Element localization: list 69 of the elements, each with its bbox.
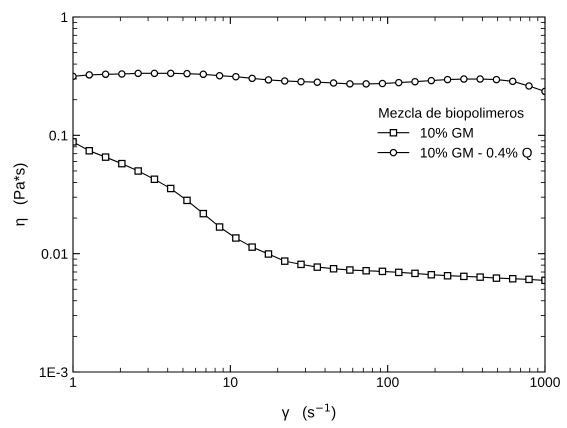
point bbox=[248, 243, 256, 251]
point bbox=[264, 250, 272, 258]
point bbox=[460, 272, 468, 280]
point bbox=[476, 75, 484, 83]
legend-label: 10% GM - 0.4% Q bbox=[420, 148, 532, 160]
point bbox=[102, 70, 110, 78]
point bbox=[444, 76, 452, 84]
point bbox=[150, 176, 158, 184]
x-tick-label: 10 bbox=[224, 377, 238, 388]
point bbox=[216, 72, 224, 80]
point bbox=[476, 273, 484, 281]
point bbox=[183, 70, 191, 78]
point bbox=[460, 75, 468, 83]
x-tick-label: 1 bbox=[70, 377, 76, 387]
point bbox=[362, 266, 370, 274]
point bbox=[394, 78, 402, 86]
point bbox=[314, 78, 322, 86]
point bbox=[346, 80, 354, 88]
point bbox=[118, 160, 126, 168]
point bbox=[86, 71, 94, 79]
point bbox=[297, 260, 305, 268]
point bbox=[297, 78, 305, 86]
point bbox=[166, 184, 174, 192]
point bbox=[362, 80, 370, 88]
point bbox=[134, 70, 142, 78]
y-tick-label: 0.01 bbox=[42, 249, 68, 259]
y-tick-label: 0.1 bbox=[49, 130, 68, 141]
y-tick-label: 1 bbox=[61, 12, 68, 22]
x-tick-label: 1000 bbox=[530, 377, 560, 388]
point bbox=[166, 70, 174, 78]
legend-title: Mezcla de biopolimeros bbox=[379, 108, 524, 121]
point bbox=[86, 147, 94, 155]
point bbox=[280, 77, 288, 85]
point bbox=[411, 78, 419, 86]
point bbox=[330, 79, 338, 87]
point bbox=[492, 274, 500, 282]
point bbox=[508, 78, 516, 86]
point bbox=[118, 70, 126, 78]
point bbox=[394, 268, 402, 276]
point bbox=[525, 276, 533, 284]
point bbox=[248, 74, 256, 82]
point bbox=[232, 234, 240, 242]
point bbox=[346, 266, 354, 274]
point bbox=[492, 76, 500, 84]
point bbox=[378, 268, 386, 276]
point bbox=[200, 70, 208, 78]
point bbox=[411, 270, 419, 278]
point bbox=[428, 270, 436, 278]
point bbox=[444, 272, 452, 280]
point bbox=[508, 274, 516, 282]
x-tick-label: 100 bbox=[377, 377, 399, 388]
y-axis-title: η (Pa*s) bbox=[13, 164, 28, 226]
point bbox=[102, 153, 110, 161]
point bbox=[200, 210, 208, 218]
point bbox=[216, 223, 224, 231]
point bbox=[134, 167, 142, 175]
point bbox=[150, 70, 158, 78]
point bbox=[378, 80, 386, 88]
point bbox=[525, 82, 533, 90]
point bbox=[428, 76, 436, 84]
point bbox=[264, 76, 272, 84]
legend-label: 10% GM bbox=[420, 128, 473, 138]
x-axis-title: γ (s$^{−1}$) bbox=[282, 404, 336, 421]
point bbox=[330, 264, 338, 272]
point bbox=[183, 196, 191, 204]
point bbox=[314, 263, 322, 271]
point bbox=[232, 72, 240, 80]
y-tick-label: 1E-3 bbox=[40, 367, 68, 378]
point bbox=[280, 257, 288, 265]
